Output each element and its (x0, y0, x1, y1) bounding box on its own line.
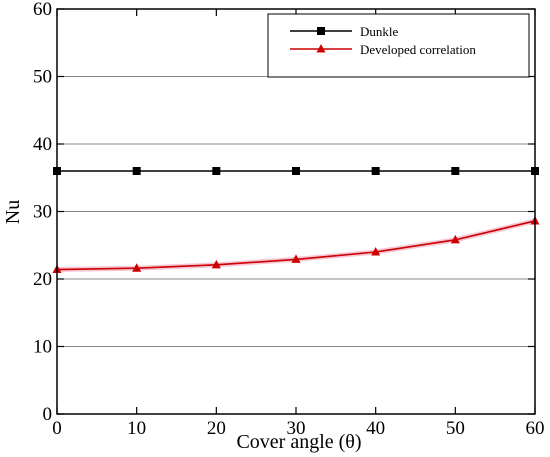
data-point (212, 167, 221, 175)
x-tick-label: 40 (366, 418, 385, 439)
data-point (132, 263, 142, 272)
x-tick-label: 10 (127, 418, 146, 439)
data-point (371, 167, 380, 175)
y-tick-label: 30 (33, 202, 52, 223)
data-point (450, 234, 460, 244)
y-tick-label: 50 (33, 67, 52, 88)
x-tick-label: 60 (526, 418, 545, 439)
y-tick-label: 40 (33, 134, 52, 155)
legend: Dunkle Developed correlation (267, 13, 530, 78)
y-tick-label: 0 (43, 404, 53, 425)
y-tick-labels: 0 10 20 30 40 50 60 (33, 0, 52, 425)
data-point (292, 167, 300, 175)
data-point (291, 254, 301, 263)
y-tick-label: 60 (33, 0, 52, 20)
y-axis-title: Nu (2, 200, 24, 224)
data-point (132, 167, 141, 175)
series-developed-correlation (52, 215, 540, 274)
series-dunkle (53, 167, 539, 175)
horizontal-grid (57, 76, 535, 347)
legend-marker (316, 44, 326, 53)
legend-label: Developed correlation (360, 42, 476, 57)
data-point (371, 247, 381, 256)
x-axis-title: Cover angle (θ) (236, 431, 361, 453)
x-tick-label: 20 (207, 418, 226, 439)
x-tick-labels: 0 10 20 30 40 50 60 (52, 418, 544, 439)
series-layer (52, 167, 540, 274)
x-tick-label: 30 (287, 418, 306, 439)
legend-marker (317, 27, 325, 35)
y-tick-label: 20 (33, 269, 52, 290)
data-point (451, 167, 460, 175)
data-point (211, 259, 221, 269)
x-tick-label: 0 (52, 418, 62, 439)
legend-label: Dunkle (360, 24, 399, 39)
y-tick-label: 10 (33, 337, 52, 358)
x-tick-label: 50 (446, 418, 465, 439)
legend-box (267, 13, 530, 78)
